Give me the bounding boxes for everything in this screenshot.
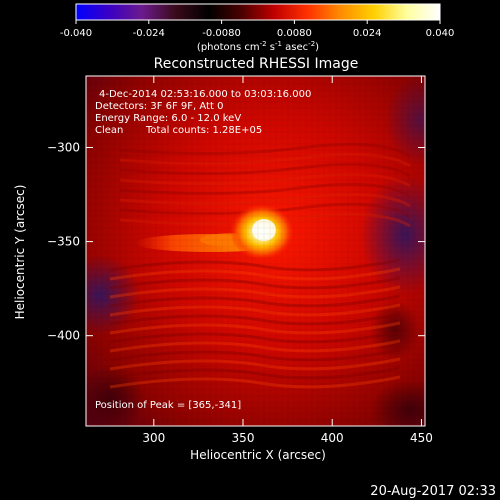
- x-axis: 300 350 400 450: [142, 76, 433, 445]
- info-detectors: Detectors: 3F 6F 9F, Att 0: [95, 101, 223, 112]
- info-total-counts: Total counts: 1.28E+05: [145, 125, 262, 136]
- y-tick-label: −300: [47, 141, 80, 155]
- colorbar-tick-label: -0.040: [60, 28, 92, 39]
- plot-title: Reconstructed RHESSI Image: [154, 56, 359, 72]
- colorbar-tick-label: -0.0080: [202, 28, 241, 39]
- x-tick-label: 300: [142, 431, 165, 445]
- info-block: 4-Dec-2014 02:53:16.000 to 03:03:16.000 …: [95, 89, 311, 136]
- colorbar-tick-label: -0.024: [133, 28, 165, 39]
- colorbar-ticks: -0.040 -0.024 -0.0080 0.0080 0.024 0.040: [60, 20, 454, 39]
- y-tick-label: −400: [47, 329, 80, 343]
- info-energy-range: Energy Range: 6.0 - 12.0 keV: [95, 113, 241, 124]
- x-tick-label: 400: [321, 431, 344, 445]
- y-tick-label: −350: [47, 235, 80, 249]
- y-axis-label: Heliocentric Y (arcsec): [13, 185, 27, 320]
- info-time-range: 4-Dec-2014 02:53:16.000 to 03:03:16.000: [99, 89, 311, 100]
- footer-timestamp: 20-Aug-2017 02:33: [370, 484, 496, 499]
- info-clean: Clean: [95, 125, 123, 136]
- colorbar: -0.040 -0.024 -0.0080 0.0080 0.024 0.040 (pho…: [60, 3, 454, 53]
- x-tick-label: 350: [232, 431, 255, 445]
- colorbar-unit-label: (photons cm-2 s-1 asec-2): [197, 40, 319, 53]
- colorbar-gradient: [75, 3, 441, 21]
- rhessi-image: [86, 76, 425, 426]
- peak-position-label: Position of Peak = [365,-341]: [95, 400, 241, 411]
- plot-frame: [85, 75, 426, 427]
- x-tick-label: 450: [410, 431, 433, 445]
- colorbar-tick-label: 0.040: [426, 28, 455, 39]
- x-axis-label: Heliocentric X (arcsec): [190, 448, 326, 462]
- colorbar-tick-label: 0.0080: [277, 28, 312, 39]
- colorbar-tick-label: 0.024: [353, 28, 382, 39]
- y-axis: −300 −350 −400: [47, 141, 425, 343]
